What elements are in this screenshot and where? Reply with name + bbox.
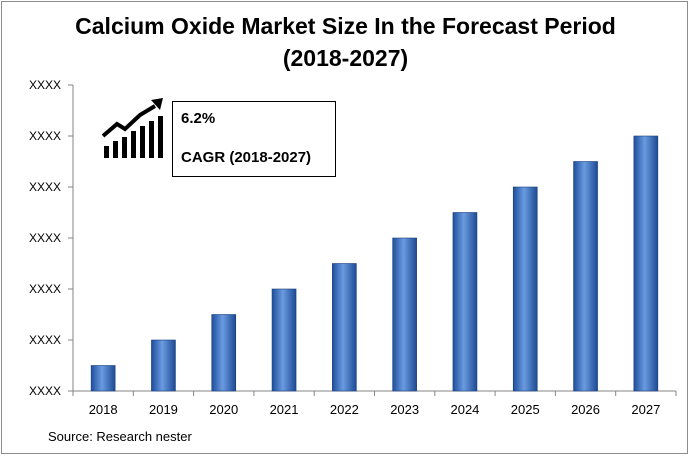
x-tick-label: 2026 — [571, 402, 600, 417]
bar-2025 — [512, 186, 538, 392]
y-tick-label: XXXX — [29, 231, 61, 245]
y-tick-label: XXXX — [29, 333, 61, 347]
x-tick-label: 2019 — [149, 402, 178, 417]
y-tick-label: XXXX — [29, 129, 61, 143]
y-tick-label: XXXX — [29, 180, 61, 194]
bar-2019 — [151, 339, 176, 392]
y-tick-label: XXXX — [29, 384, 61, 398]
bar-2026 — [573, 161, 598, 392]
y-tick-label: XXXX — [29, 78, 61, 92]
x-tick-label: 2018 — [89, 402, 118, 417]
bar-2018 — [90, 365, 116, 392]
y-tick-label: XXXX — [29, 282, 61, 296]
bar-2024 — [452, 212, 478, 392]
cagr-annotation-box: 6.2% CAGR (2018-2027) — [172, 101, 336, 177]
x-tick-label: 2024 — [450, 402, 479, 417]
x-tick-label: 2025 — [511, 402, 540, 417]
x-tick-label: 2021 — [270, 402, 299, 417]
bar-2021 — [271, 288, 297, 392]
bar-2020 — [211, 314, 237, 392]
source-note: Source: Research nester — [48, 429, 192, 444]
x-tick-label: 2020 — [209, 402, 238, 417]
chart-title-line-2: (2018-2027) — [282, 45, 409, 71]
x-tick-label: 2027 — [631, 402, 660, 417]
cagr-label: CAGR (2018-2027) — [181, 149, 312, 166]
x-tick-label: 2023 — [390, 402, 419, 417]
chart-title: Calcium Oxide Market Size In the Forecas… — [0, 10, 691, 74]
bar-2023 — [392, 237, 417, 392]
bar-2022 — [332, 263, 357, 392]
bar-2027 — [633, 135, 659, 392]
cagr-value: 6.2% — [181, 110, 216, 127]
chart-title-line-1: Calcium Oxide Market Size In the Forecas… — [75, 13, 616, 39]
growth-chart-icon — [101, 98, 163, 158]
x-tick-label: 2022 — [330, 402, 359, 417]
